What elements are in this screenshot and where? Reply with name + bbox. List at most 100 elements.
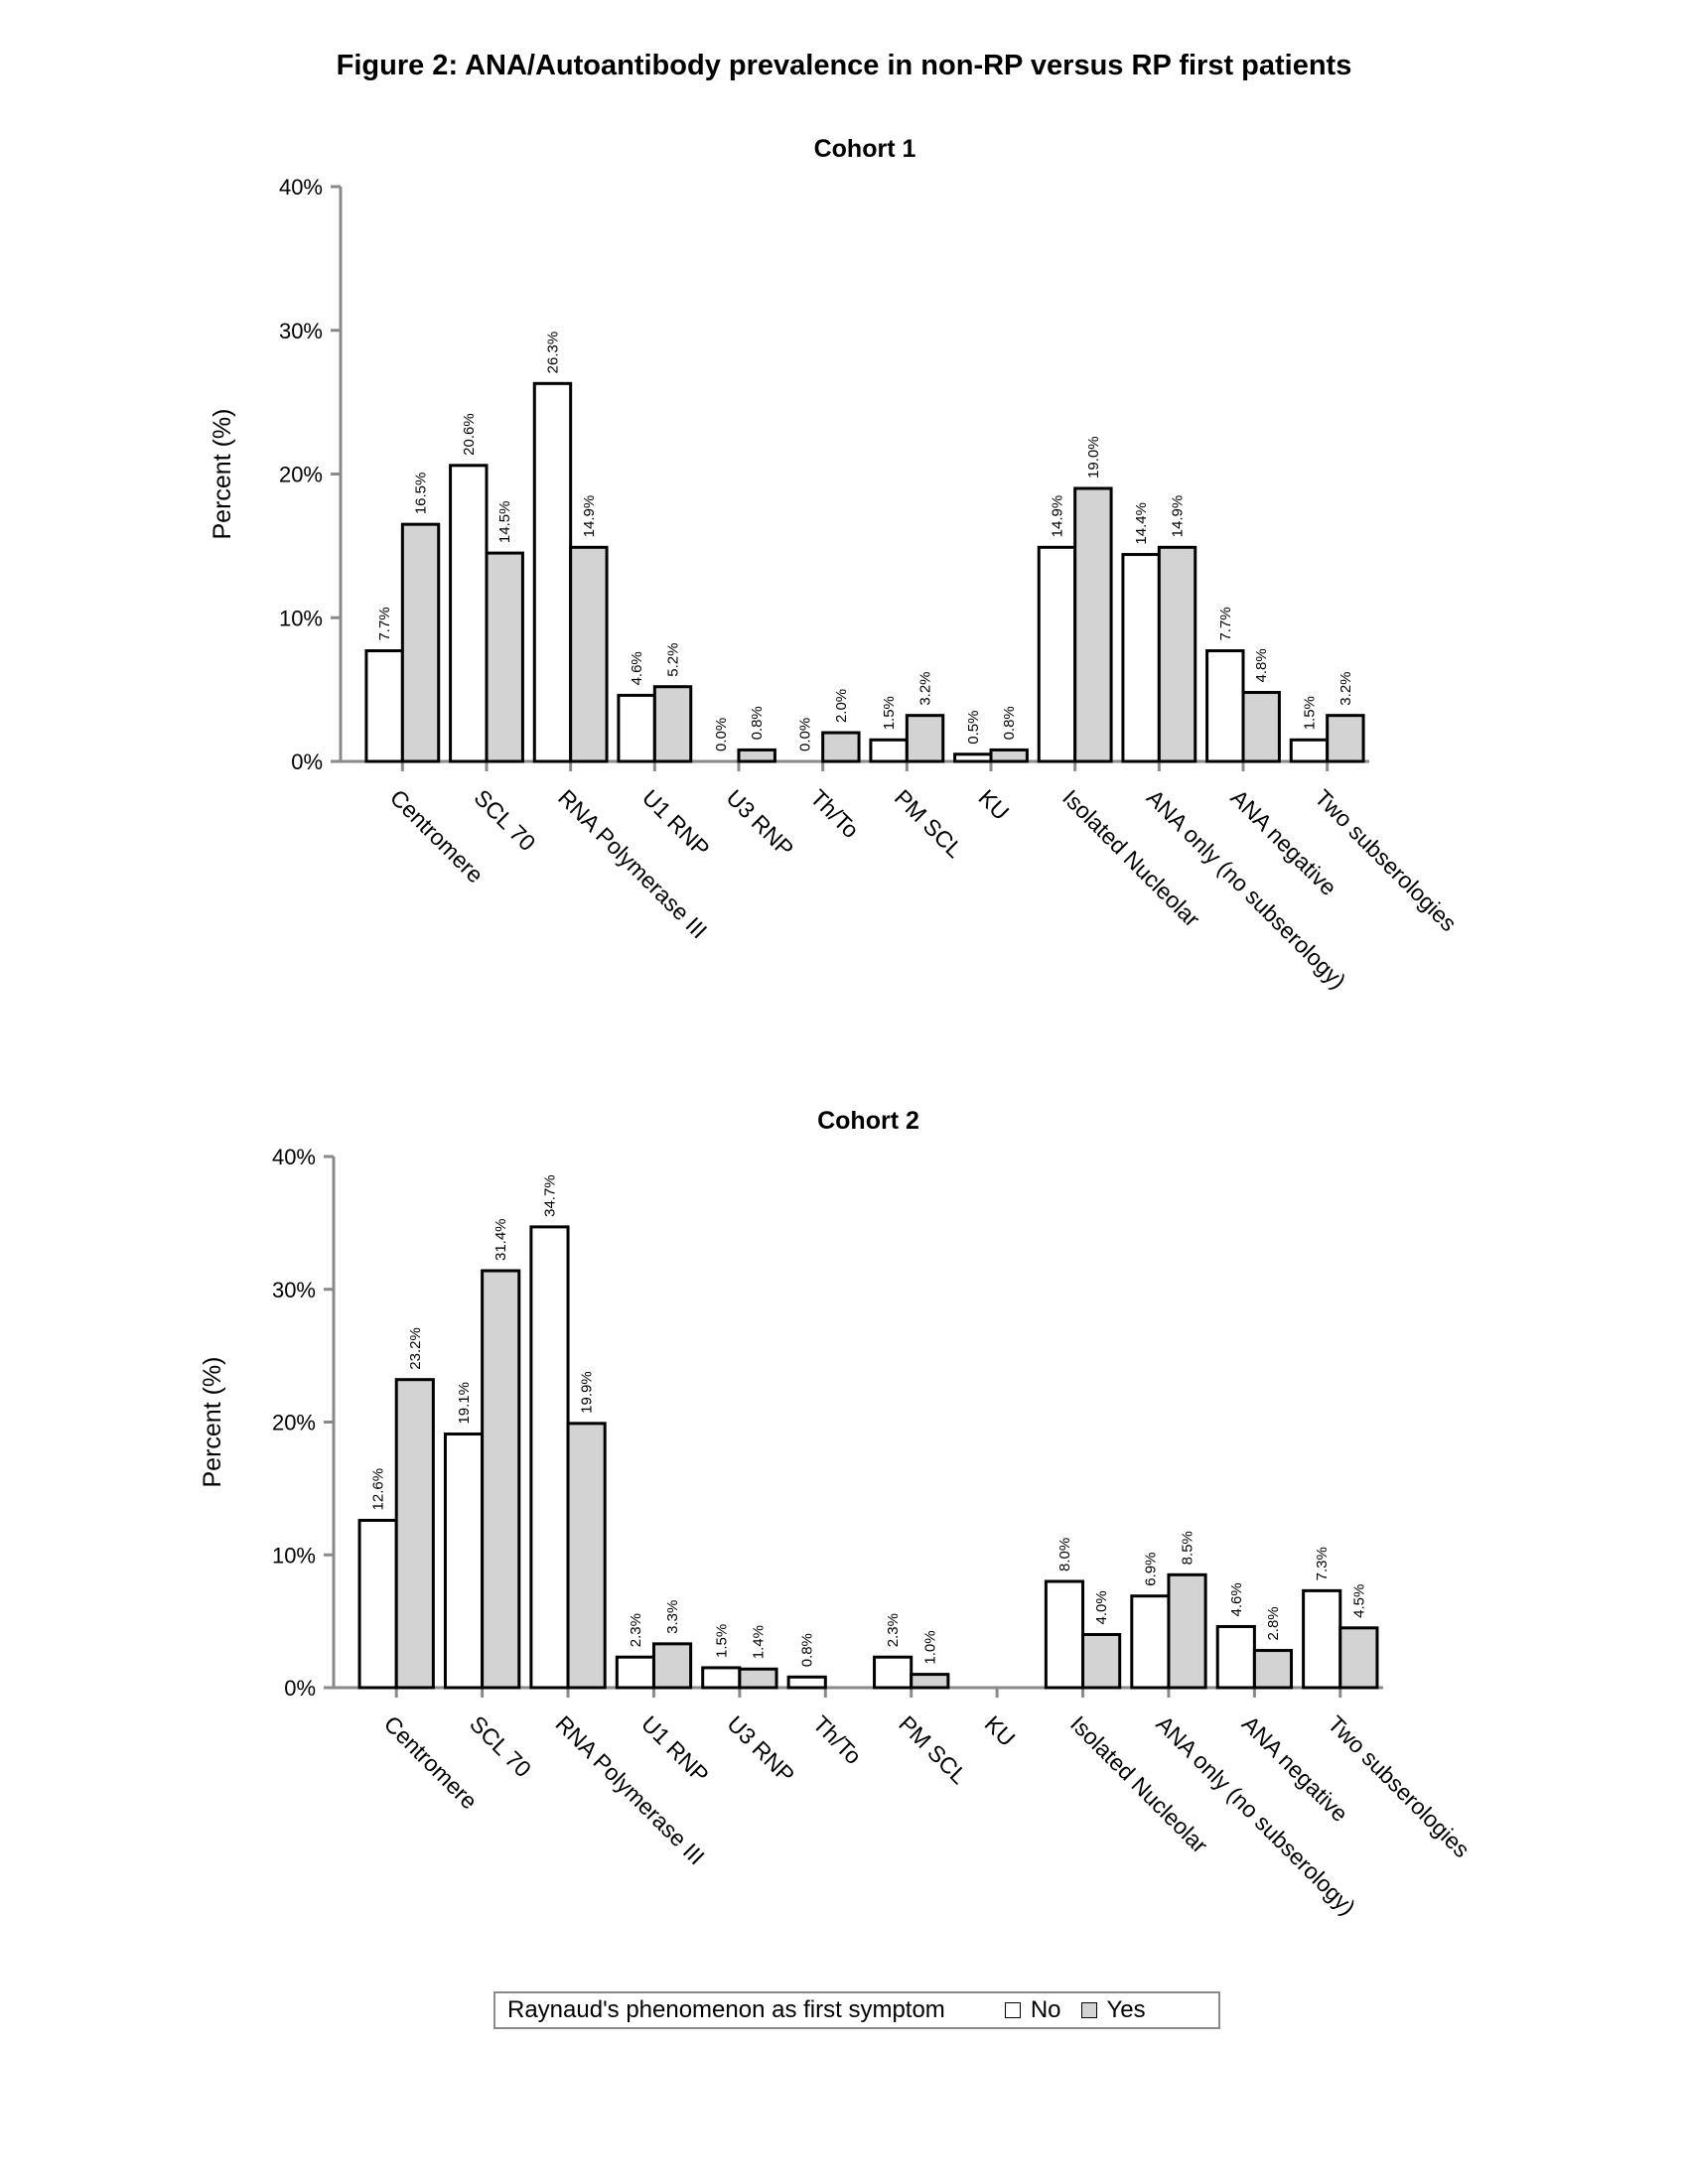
cohort2-category-label: Two subserologies bbox=[1323, 1710, 1475, 1862]
cohort2-data-label-no: 34.7% bbox=[541, 1174, 558, 1217]
cohort2-data-label-no: 1.5% bbox=[713, 1624, 730, 1658]
legend-label-no: No bbox=[1030, 1996, 1061, 2023]
cohort1-data-label-no: 26.3% bbox=[544, 332, 561, 374]
legend-item-yes: Yes bbox=[1080, 1996, 1146, 2024]
cohort2-category-label: RNA Polymerase III bbox=[551, 1710, 710, 1869]
cohort2-bar-no bbox=[1302, 1588, 1342, 1690]
cohort1-data-label-yes: 16.5% bbox=[413, 473, 430, 515]
cohort1-data-label-yes: 14.9% bbox=[1170, 495, 1187, 538]
cohort1-category-label: Two subserologies bbox=[1310, 784, 1462, 936]
cohort2-bar-no bbox=[1044, 1579, 1085, 1690]
cohort1-data-label-no: 4.6% bbox=[629, 651, 645, 685]
legend-label-yes: Yes bbox=[1106, 1996, 1146, 2023]
cohort1-bar-yes bbox=[989, 748, 1029, 763]
cohort1-bar-no bbox=[1037, 545, 1077, 763]
cohort2-bar-yes bbox=[651, 1642, 693, 1690]
cohort1-ytick-label: 20% bbox=[279, 463, 323, 487]
cohort2-data-label-no: 12.6% bbox=[370, 1468, 387, 1511]
legend-swatch-no bbox=[1004, 2002, 1021, 2018]
legend-item-no: No bbox=[1004, 1996, 1061, 2024]
cohort1-data-label-yes: 14.5% bbox=[496, 501, 513, 544]
cohort2-ytick-label: 10% bbox=[272, 1543, 316, 1568]
cohort1-bar-yes bbox=[1073, 486, 1113, 763]
cohort2-data-label-yes: 2.8% bbox=[1265, 1606, 1282, 1640]
cohort2-category-label: PM SCL bbox=[894, 1710, 972, 1789]
cohort2-bar-no bbox=[1130, 1594, 1171, 1690]
cohort1-ytick-label: 40% bbox=[279, 175, 323, 200]
cohort2-bar-no bbox=[357, 1518, 398, 1690]
cohort1-category-label: RNA Polymerase III bbox=[553, 784, 712, 943]
cohort2-data-label-yes: 8.5% bbox=[1180, 1531, 1196, 1565]
cohort1-bar-no bbox=[617, 693, 656, 763]
cohort1-bar-no bbox=[953, 752, 993, 763]
cohort2-data-label-no: 0.8% bbox=[799, 1633, 816, 1667]
cohort2-category-label: Th/To bbox=[808, 1710, 867, 1769]
cohort2-bar-no bbox=[443, 1433, 485, 1690]
cohort1-bar-yes bbox=[652, 685, 693, 763]
cohort1-bar-yes bbox=[1241, 691, 1281, 763]
cohort1-bar-yes bbox=[737, 748, 776, 763]
cohort1-bar-no bbox=[1121, 553, 1161, 763]
cohort1-data-label-yes: 0.8% bbox=[749, 706, 766, 740]
cohort1-category-label: PM SCL bbox=[890, 784, 968, 863]
cohort1-data-label-yes: 2.0% bbox=[833, 689, 850, 723]
cohort1-bar-yes bbox=[485, 551, 524, 763]
cohort1-category-label: U3 RNP bbox=[721, 784, 798, 862]
cohort1-bar-yes bbox=[1326, 714, 1365, 763]
legend-swatch-yes bbox=[1080, 2002, 1097, 2018]
cohort2-category-label: U3 RNP bbox=[722, 1710, 799, 1788]
cohort1-bar-no bbox=[1289, 738, 1330, 763]
cohort2-data-label-no: 8.0% bbox=[1056, 1538, 1073, 1571]
cohort2-data-label-yes: 31.4% bbox=[492, 1218, 509, 1261]
cohort1-bar-yes bbox=[569, 545, 609, 763]
cohort2-bar-yes bbox=[394, 1378, 435, 1690]
cohort1-bar-yes bbox=[905, 714, 945, 763]
cohort1-data-label-yes: 19.0% bbox=[1085, 436, 1102, 478]
cohort2-data-label-yes: 4.0% bbox=[1093, 1590, 1110, 1624]
cohort1-bar-no bbox=[1205, 649, 1245, 763]
cohort1-data-label-yes: 3.2% bbox=[917, 671, 934, 705]
cohort1-category-label: U1 RNP bbox=[637, 784, 715, 862]
cohort2-data-label-no: 4.6% bbox=[1228, 1582, 1245, 1616]
cohort1-data-label-yes: 5.2% bbox=[665, 643, 682, 677]
cohort2-bar-yes bbox=[1338, 1626, 1379, 1690]
cohort2-title: Cohort 2 bbox=[817, 1107, 919, 1135]
legend-title: Raynaud's phenomenon as first symptom bbox=[507, 1996, 945, 2023]
cohort2-data-label-no: 7.3% bbox=[1314, 1547, 1331, 1580]
cohort1-data-label-no: 14.9% bbox=[1049, 495, 1065, 538]
figure-title: Figure 2: ANA/Autoantibody prevalence in… bbox=[336, 50, 1352, 81]
cohort2-data-label-yes: 19.9% bbox=[579, 1371, 596, 1414]
cohort2-bar-yes bbox=[566, 1422, 607, 1690]
cohort1-bar-no bbox=[869, 738, 909, 763]
cohort1-bar-no bbox=[449, 464, 489, 763]
cohort2-data-label-yes: 23.2% bbox=[407, 1327, 424, 1370]
cohort1-data-label-no: 1.5% bbox=[881, 696, 898, 730]
cohort2-data-label-no: 6.9% bbox=[1142, 1553, 1159, 1586]
cohort1-data-label-no: 1.5% bbox=[1301, 696, 1318, 730]
cohort1-data-label-no: 0.0% bbox=[713, 718, 730, 751]
cohort1-ytick-label: 10% bbox=[279, 606, 323, 630]
cohort1-data-label-no: 7.7% bbox=[1217, 607, 1234, 640]
cohort2-ytick-label: 30% bbox=[272, 1278, 316, 1302]
cohort2-ytick-label: 40% bbox=[272, 1145, 316, 1169]
cohort2-data-label-no: 2.3% bbox=[885, 1613, 902, 1647]
cohort2-data-label-yes: 3.3% bbox=[664, 1600, 681, 1634]
cohort2-bar-yes bbox=[1081, 1633, 1122, 1690]
cohort2-data-label-no: 2.3% bbox=[628, 1613, 644, 1647]
cohort1-data-label-yes: 3.2% bbox=[1337, 671, 1354, 705]
cohort1-category-label: KU bbox=[973, 784, 1014, 825]
cohort2-data-label-yes: 1.0% bbox=[921, 1630, 938, 1664]
cohort2-bar-yes bbox=[1252, 1649, 1294, 1690]
cohort2-bar-no bbox=[1215, 1624, 1256, 1690]
cohort2-data-label-no: 19.1% bbox=[456, 1382, 473, 1425]
cohort1-y-label: Percent (%) bbox=[209, 409, 236, 540]
cohort1-bar-no bbox=[364, 649, 404, 763]
cohort2-bar-no bbox=[529, 1225, 570, 1690]
legend: Raynaud's phenomenon as first symptom No… bbox=[493, 1991, 1220, 2029]
cohort2-bar-no bbox=[701, 1666, 742, 1690]
cohort2-data-label-yes: 4.5% bbox=[1350, 1584, 1367, 1618]
cohort2-bar-yes bbox=[910, 1673, 950, 1690]
cohort1-data-label-no: 7.7% bbox=[376, 607, 393, 640]
cohort1-category-label: Th/To bbox=[805, 784, 864, 843]
